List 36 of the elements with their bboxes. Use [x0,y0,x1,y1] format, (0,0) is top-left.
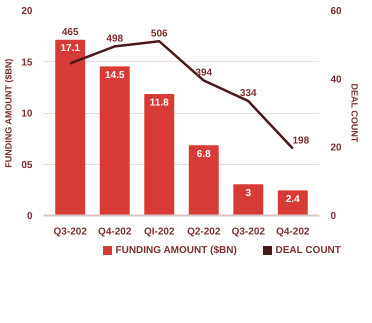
bar [144,94,174,216]
x-tick-label: Q4-202 [98,226,132,238]
y-tick-label: 10 [21,108,33,120]
annotation: 334 [240,88,258,100]
legend-label: FUNDING AMOUNT ($BN) [116,245,237,256]
bar [233,184,264,216]
data-label: 3 [245,188,252,199]
data-label: 2.4 [286,194,300,205]
y-tick-label: 0 [26,211,33,222]
legend-label: DEAL COUNT [276,245,341,256]
annotation: 506 [150,28,168,40]
y2-tick-label: 60 [330,6,342,17]
data-label: 14.5 [104,70,125,81]
y-tick-label: 15 [21,57,33,68]
y-tick-label: 05 [21,160,33,171]
annotation: 394 [195,68,213,79]
data-label: 17.1 [60,43,80,54]
x-tick-label: Q3-202 [232,226,266,238]
bar [188,145,219,216]
y2-tick-label: 20 [330,142,342,154]
annotation: 465 [62,27,79,38]
y2-axis-title: DEAL COUNT [350,84,360,143]
x-tick-label: Q2-202 [187,226,221,238]
x-tick-label: Q3-202 [54,226,88,238]
y2-tick-label: 40 [330,74,342,86]
data-label: 6.8 [196,148,212,160]
y-tick-label: 20 [21,6,33,17]
data-label: 11.8 [150,98,170,109]
annotation: 198 [292,136,310,147]
x-tick-label: QI-202 [144,226,175,238]
y-axis-title: FUNDING AMOUNT ($BN) [3,58,14,168]
bar [55,40,86,216]
x-tick-label: Q4-202 [276,226,310,238]
y2-tick-label: 0 [330,211,336,222]
bar [100,66,130,216]
annotation: 498 [106,33,124,44]
